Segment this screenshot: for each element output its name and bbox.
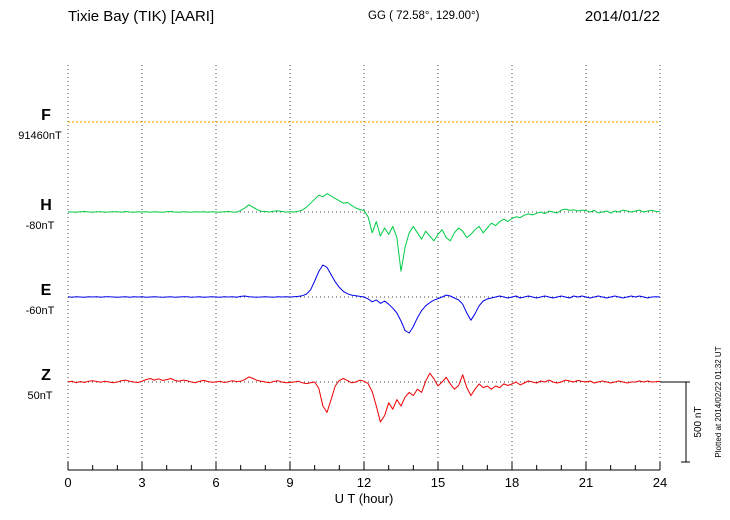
date-label: 2014/01/22 bbox=[585, 8, 660, 25]
series-label-h: H bbox=[40, 197, 52, 214]
trace-e bbox=[67, 264, 661, 334]
series-value-z: 50nT bbox=[27, 390, 52, 402]
plotted-at-note: Plotted at 2014/02/22 01:32 UT bbox=[714, 346, 723, 457]
trace-h bbox=[67, 193, 661, 272]
x-tick-label: 12 bbox=[357, 475, 371, 490]
series-label-e: E bbox=[41, 282, 52, 299]
traces-group bbox=[67, 121, 661, 423]
x-axis-ticks-group: 0 3 6 9 12 15 18 21 24 bbox=[64, 462, 667, 490]
series-label-f: F bbox=[41, 107, 51, 124]
series-value-f: 91460nT bbox=[18, 130, 62, 142]
x-axis-label: U T (hour) bbox=[335, 491, 394, 506]
gridlines-group bbox=[67, 65, 661, 470]
x-tick-label: 6 bbox=[212, 475, 219, 490]
x-tick-label: 21 bbox=[579, 475, 593, 490]
x-tick-label: 24 bbox=[653, 475, 667, 490]
series-label-z: Z bbox=[41, 367, 51, 384]
station-title: Tixie Bay (TIK) [AARI] bbox=[68, 8, 214, 25]
x-tick-label: 18 bbox=[505, 475, 519, 490]
trace-z bbox=[67, 372, 661, 423]
x-tick-label: 0 bbox=[64, 475, 71, 490]
x-tick-label: 3 bbox=[138, 475, 145, 490]
x-tick-label: 15 bbox=[431, 475, 445, 490]
scale-bar-label: 500 nT bbox=[693, 406, 704, 437]
coords-label: GG ( 72.58°, 129.00°) bbox=[368, 10, 480, 22]
series-value-h: -80nT bbox=[26, 220, 55, 232]
series-value-e: -60nT bbox=[26, 305, 55, 317]
x-tick-label: 9 bbox=[286, 475, 293, 490]
